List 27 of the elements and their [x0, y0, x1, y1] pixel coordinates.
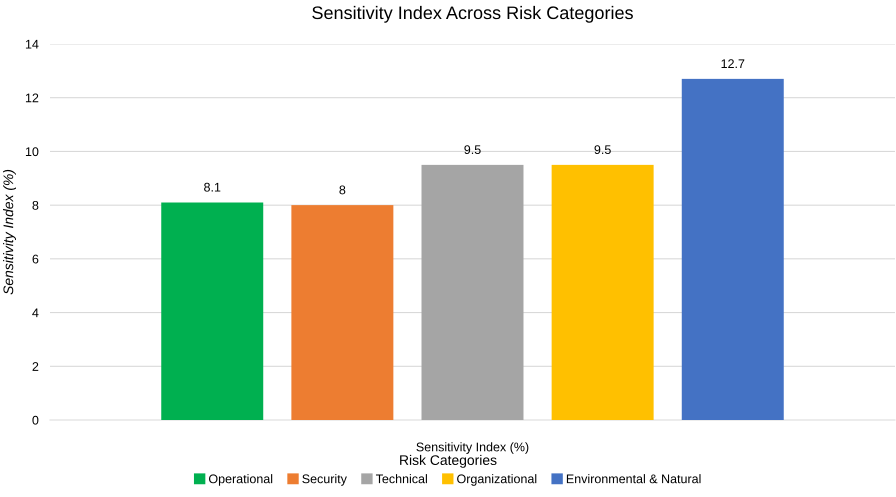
y-axis-title: Sensitivity Index (%) [3, 170, 16, 295]
data-label: 9.5 [594, 145, 611, 154]
bar [291, 205, 394, 420]
y-tick-label: 14 [26, 40, 39, 49]
x-axis-title: Sensitivity Index (%) [416, 442, 528, 454]
bar [552, 164, 654, 420]
legend-label: Operational [208, 474, 272, 486]
bar [682, 78, 784, 420]
data-label: 8 [339, 185, 346, 194]
y-tick-label: 8 [32, 200, 38, 210]
data-label: 8.1 [204, 182, 220, 192]
legend-title: Risk Categories [400, 454, 497, 468]
legend-label: Environmental & Natural [566, 474, 701, 484]
y-tick-label: 10 [26, 147, 38, 156]
legend-label: Organizational [457, 474, 536, 486]
y-tick-label: 4 [32, 308, 39, 318]
y-tick-label: 2 [32, 362, 38, 371]
y-tick-label: 0 [32, 416, 38, 425]
data-label: 9.5 [464, 145, 481, 154]
legend-label: Technical [376, 474, 427, 484]
bar [161, 202, 264, 420]
legend-label: Security [302, 474, 347, 486]
y-tick-label: 6 [32, 254, 38, 264]
data-label: 12.7 [722, 59, 744, 68]
chart-title: Sensitivity Index Across Risk Categories [312, 6, 633, 23]
y-tick-label: 12 [26, 94, 38, 102]
bar [422, 164, 524, 420]
